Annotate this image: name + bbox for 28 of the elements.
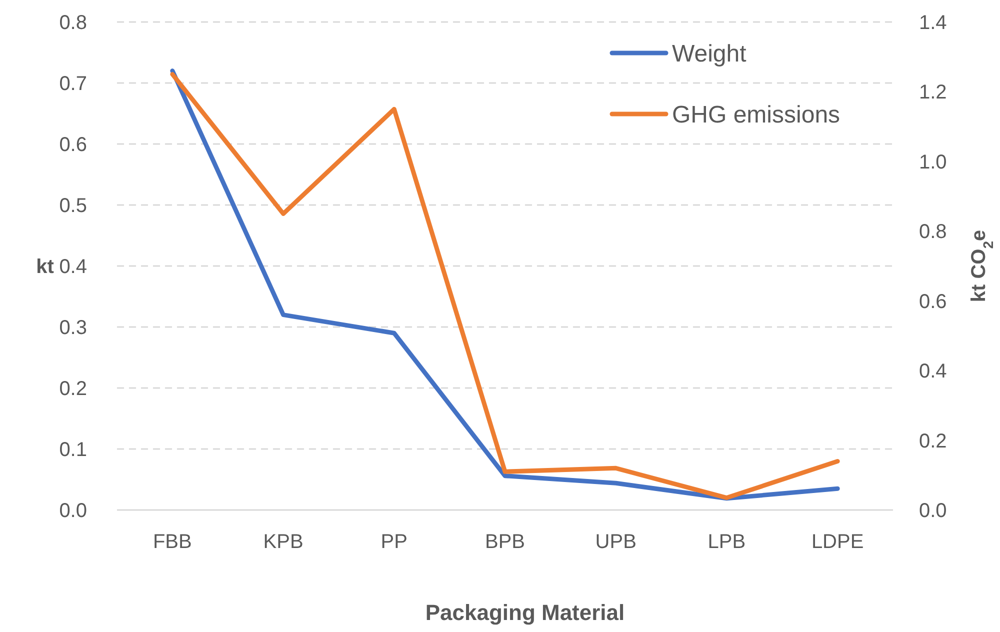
x-tick-label: UPB xyxy=(595,531,636,553)
legend-label: GHG emissions xyxy=(672,101,840,128)
x-tick-label: LDPE xyxy=(811,531,864,553)
y2-tick-label: 1.0 xyxy=(919,151,947,174)
y2-tick-label: 0.8 xyxy=(919,221,947,244)
y-tick-label: 0.0 xyxy=(59,500,87,522)
y-tick-label: 0.2 xyxy=(59,378,87,400)
legend-label: Weight xyxy=(672,40,747,68)
y2-tick-label: 0.2 xyxy=(919,430,947,452)
y2-tick-label: 0.0 xyxy=(919,500,947,522)
y-tick-label: 0.5 xyxy=(59,195,87,217)
y-axis-title: kt xyxy=(36,256,54,278)
y-tick-label: 0.4 xyxy=(59,256,87,278)
x-axis-title: Packaging Material xyxy=(425,600,625,625)
x-tick-label: FBB xyxy=(152,531,192,553)
y2-tick-label: 1.2 xyxy=(919,82,947,104)
y2-tick-label: 0.6 xyxy=(919,290,947,313)
y-tick-label: 0.8 xyxy=(59,12,87,34)
y-tick-label: 0.7 xyxy=(59,73,87,95)
x-tick-label: LPB xyxy=(708,531,746,553)
x-tick-label: KPB xyxy=(263,531,304,553)
y2-tick-label: 1.4 xyxy=(919,12,947,34)
x-tick-label: BPB xyxy=(484,531,526,553)
y-tick-label: 0.1 xyxy=(59,439,87,461)
y-tick-label: 0.3 xyxy=(59,317,87,339)
x-tick-label: PP xyxy=(380,531,408,553)
y-tick-label: 0.6 xyxy=(59,134,87,156)
y2-tick-label: 0.4 xyxy=(919,360,947,383)
